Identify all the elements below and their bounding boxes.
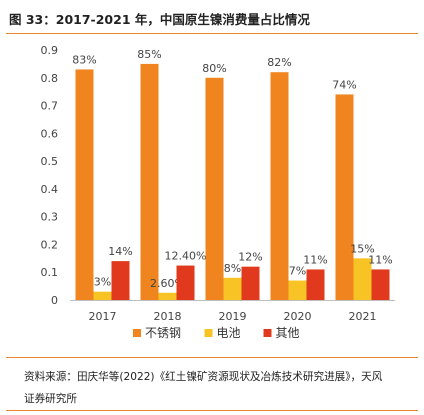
bar-电池-2020	[288, 280, 307, 300]
legend-swatch-其他	[263, 329, 272, 337]
y-tick-label: 0.7	[41, 100, 59, 113]
y-tick-label: 0.6	[41, 127, 59, 140]
y-tick-label: 0.8	[41, 72, 59, 85]
data-label: 3%	[94, 276, 111, 289]
data-label: 15%	[350, 242, 374, 255]
bar-不锈钢-2021	[335, 94, 354, 300]
data-label: 7%	[289, 265, 306, 278]
y-tick-label: 0	[51, 294, 58, 307]
y-tick-label: 0.2	[41, 238, 59, 251]
x-tick-label: 2017	[89, 310, 117, 323]
source-note: 资料来源：田庆华等(2022)《红土镍矿资源现状及冶炼技术研究进展》，天风 证券…	[24, 366, 414, 410]
bar-电池-2021	[353, 258, 372, 300]
data-label: 8%	[224, 262, 241, 275]
y-tick-label: 0.9	[41, 44, 59, 57]
legend-label: 不锈钢	[145, 326, 181, 340]
legend-label: 电池	[217, 326, 241, 340]
data-label: 14%	[108, 245, 132, 258]
data-label: 12%	[238, 251, 262, 264]
source-line-1: 资料来源：田庆华等(2022)《红土镍矿资源现状及冶炼技术研究进展》，天风	[24, 371, 383, 383]
data-label: 80%	[202, 62, 226, 75]
data-label: 11%	[303, 253, 327, 266]
title-row: 图 33：2017-2021 年，中国原生镍消费量占比情况	[0, 0, 424, 34]
y-tick-label: 0.3	[41, 211, 59, 224]
y-tick-label: 0.5	[41, 155, 59, 168]
bar-电池-2018	[158, 292, 177, 300]
x-tick-label: 2021	[349, 310, 377, 323]
x-tick-label: 2020	[284, 310, 312, 323]
bar-其他-2020	[306, 269, 325, 300]
y-tick-label: 0.1	[41, 266, 59, 279]
bar-电池-2017	[93, 291, 112, 300]
data-label: 85%	[137, 48, 161, 61]
bar-chart: 0 0.1 0.2 0.3 0.4 0.5 0.6 0.7 0.8 0.9 83% 3% 14% 2017…	[41, 44, 395, 340]
bar-电池-2019	[223, 277, 242, 300]
data-label: 12.40%	[165, 250, 207, 263]
data-label: 83%	[72, 53, 96, 66]
bar-不锈钢-2018	[140, 63, 159, 301]
bar-其他-2019	[241, 266, 260, 300]
legend-swatch-不锈钢	[133, 329, 141, 337]
bar-其他-2021	[371, 269, 390, 300]
bar-其他-2018	[176, 265, 195, 300]
legend-label: 其他	[276, 326, 300, 340]
x-tick-label: 2019	[219, 310, 247, 323]
source-line-2: 证券研究所	[24, 393, 77, 405]
bar-不锈钢-2017	[75, 69, 94, 300]
y-tick-label: 0.4	[41, 183, 59, 196]
figure-title: 图 33：2017-2021 年，中国原生镍消费量占比情况	[9, 12, 310, 27]
data-label: 11%	[368, 253, 392, 266]
bar-不锈钢-2019	[205, 77, 224, 301]
data-label: 82%	[267, 56, 291, 69]
legend-swatch-电池	[204, 329, 213, 337]
source-divider	[6, 357, 418, 358]
bar-不锈钢-2020	[270, 72, 289, 300]
data-label: 2.60%	[150, 277, 185, 290]
bar-其他-2017	[111, 261, 130, 300]
bottom-divider	[6, 410, 418, 411]
x-tick-label: 2018	[154, 310, 182, 323]
top-divider	[6, 33, 418, 34]
data-label: 74%	[332, 78, 356, 91]
